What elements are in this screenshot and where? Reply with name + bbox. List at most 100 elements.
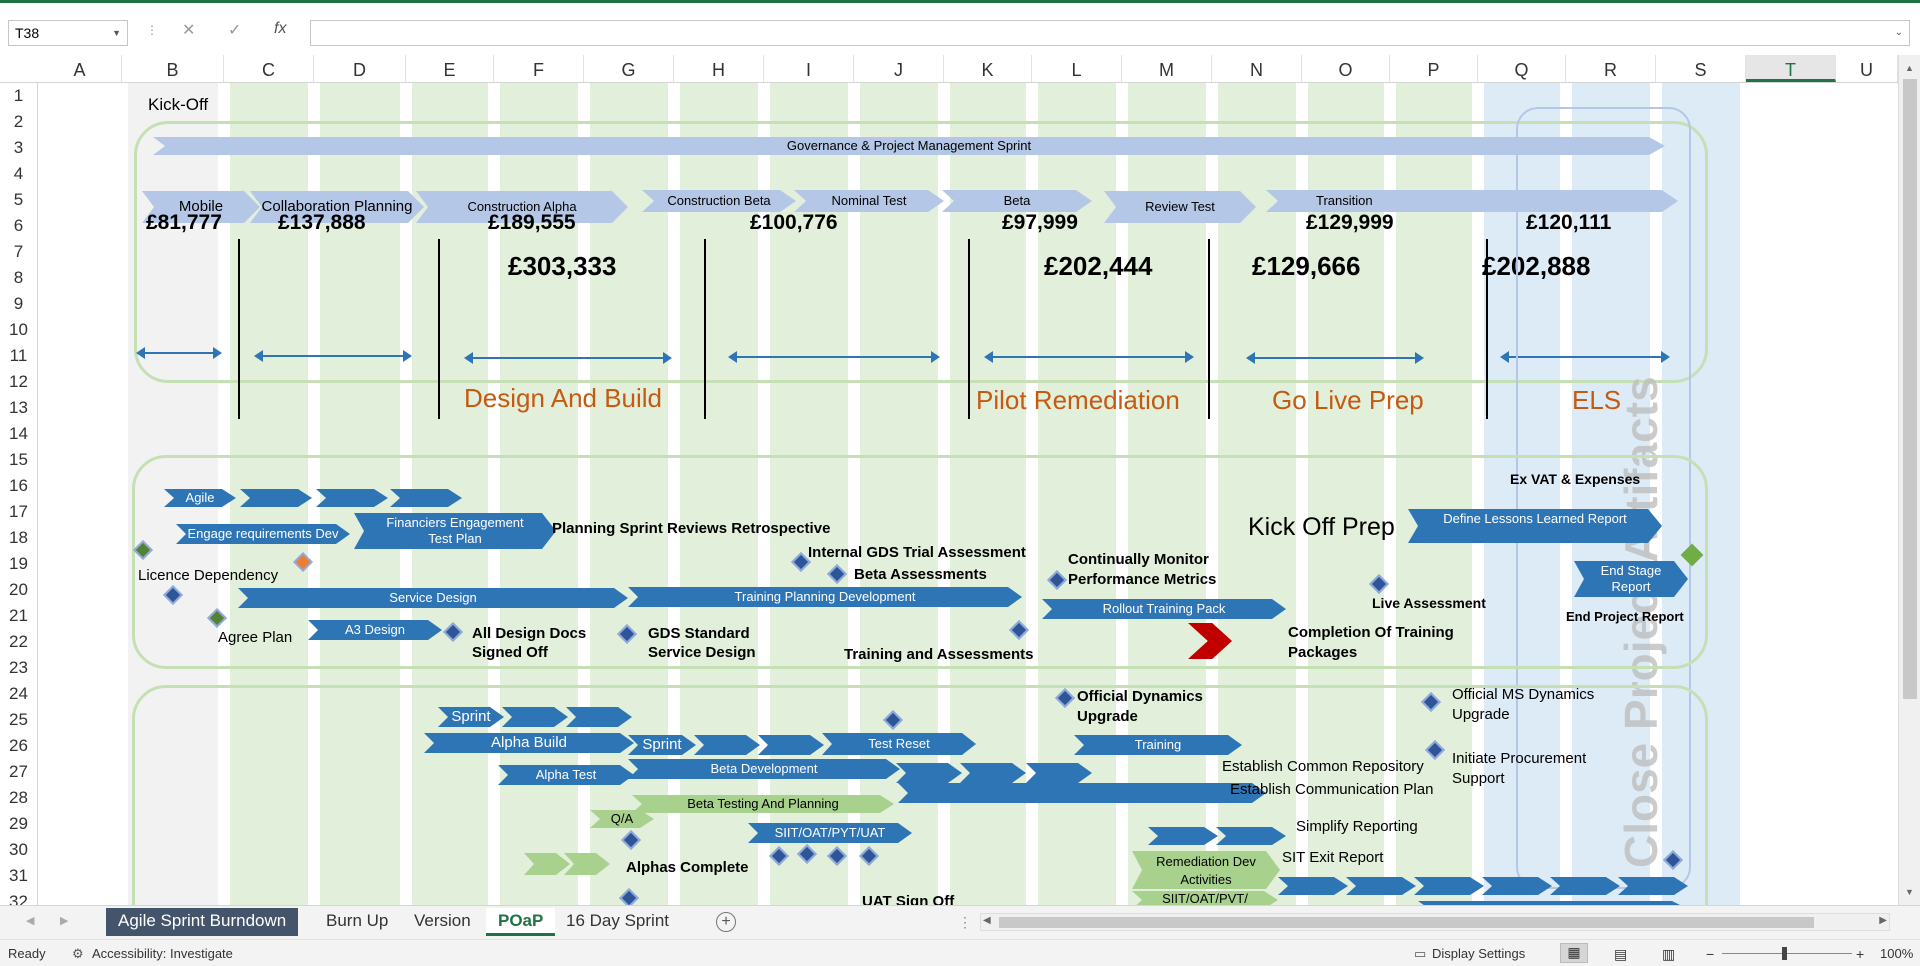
row-header-28[interactable]: 28 bbox=[9, 788, 28, 807]
page-break-icon[interactable]: ▥ bbox=[1662, 946, 1676, 962]
column-header-t[interactable]: T bbox=[1746, 55, 1836, 82]
display-settings[interactable]: Display Settings bbox=[1432, 946, 1526, 961]
column-header-b[interactable]: B bbox=[122, 55, 224, 82]
column-header-d[interactable]: D bbox=[314, 55, 406, 82]
row-header-22[interactable]: 22 bbox=[9, 632, 28, 651]
row-header-7[interactable]: 7 bbox=[13, 242, 24, 261]
column-header-h[interactable]: H bbox=[674, 55, 764, 82]
agile-chevron[interactable] bbox=[316, 489, 388, 507]
sprint-chevron[interactable] bbox=[898, 783, 1266, 803]
row-header-16[interactable]: 16 bbox=[9, 476, 28, 495]
next-sheet-icon[interactable]: ▶ bbox=[60, 915, 69, 927]
row-header-12[interactable]: 12 bbox=[9, 372, 28, 391]
engage-chevron[interactable]: Engage requirements Dev bbox=[176, 524, 350, 544]
service-design-chevron[interactable]: Service Design bbox=[238, 588, 628, 608]
column-header-a[interactable]: A bbox=[38, 55, 122, 82]
training-chevron[interactable]: Training bbox=[1074, 735, 1242, 755]
scroll-up-icon[interactable]: ▲ bbox=[1905, 63, 1914, 73]
row-header-31[interactable]: 31 bbox=[9, 866, 28, 885]
column-header-q[interactable]: Q bbox=[1478, 55, 1566, 82]
row-header-14[interactable]: 14 bbox=[9, 424, 28, 443]
name-box[interactable]: T38 ▼ bbox=[8, 20, 128, 46]
tab-poap[interactable]: POaP bbox=[486, 908, 556, 936]
scroll-down-icon[interactable]: ▼ bbox=[1905, 887, 1914, 897]
row-header-24[interactable]: 24 bbox=[9, 684, 28, 703]
agile-chevron[interactable] bbox=[240, 489, 312, 507]
column-header-s[interactable]: S bbox=[1656, 55, 1746, 82]
phase-nominal-test[interactable]: Nominal Test bbox=[794, 190, 944, 212]
row-header-15[interactable]: 15 bbox=[9, 450, 28, 469]
add-sheet-icon[interactable]: + bbox=[716, 912, 736, 932]
phase-beta[interactable]: Beta bbox=[942, 190, 1092, 212]
phase-transition[interactable]: Transition bbox=[1266, 190, 1678, 212]
sprint-chevron[interactable] bbox=[566, 707, 632, 727]
column-header-k[interactable]: K bbox=[944, 55, 1032, 82]
normal-view-icon[interactable]: ▦ bbox=[1560, 943, 1588, 963]
siit-green-chevron[interactable]: SIIT/OAT/PVT/ bbox=[1132, 891, 1278, 905]
siit-chevron[interactable]: SIIT/OAT/PYT/UAT bbox=[748, 823, 912, 843]
column-header-j[interactable]: J bbox=[854, 55, 944, 82]
green-chevron[interactable] bbox=[524, 853, 570, 875]
sprint-chevron[interactable] bbox=[502, 707, 568, 727]
beta-development-chevron[interactable]: Beta Development bbox=[628, 759, 900, 779]
qa-chevron[interactable]: Q/A bbox=[590, 810, 654, 828]
sprint-chevron[interactable] bbox=[1148, 827, 1218, 845]
governance-chevron[interactable]: Governance & Project Management Sprint bbox=[153, 137, 1665, 155]
beta-testing-chevron[interactable]: Beta Testing And Planning bbox=[632, 795, 894, 813]
training-planning-chevron[interactable]: Training Planning Development bbox=[628, 587, 1022, 607]
select-all-corner[interactable] bbox=[0, 55, 38, 82]
row-header-19[interactable]: 19 bbox=[9, 554, 28, 573]
column-header-f[interactable]: F bbox=[494, 55, 584, 82]
scroll-thumb[interactable] bbox=[999, 917, 1814, 928]
zoom-slider-thumb[interactable] bbox=[1782, 947, 1787, 960]
enter-icon[interactable]: ✓ bbox=[228, 22, 242, 39]
row-header-11[interactable]: 11 bbox=[9, 346, 28, 365]
zoom-out-icon[interactable]: − bbox=[1706, 946, 1715, 962]
cancel-icon[interactable]: ✕ bbox=[182, 22, 196, 39]
zoom-level[interactable]: 100% bbox=[1880, 946, 1914, 961]
agile-chevron[interactable]: Agile bbox=[164, 489, 236, 507]
alpha-test-chevron[interactable]: Alpha Test bbox=[498, 765, 634, 785]
tab-version[interactable]: Version bbox=[414, 911, 471, 930]
horizontal-scrollbar[interactable]: ◀ ▶ bbox=[980, 913, 1890, 931]
expand-formula-icon[interactable]: ⌄ bbox=[1894, 27, 1903, 38]
vertical-scrollbar[interactable]: ▲ ▼ bbox=[1898, 55, 1920, 905]
column-header-n[interactable]: N bbox=[1212, 55, 1302, 82]
row-header-25[interactable]: 25 bbox=[9, 710, 28, 729]
row-header-6[interactable]: 6 bbox=[13, 216, 24, 235]
phase-mobile[interactable]: Mobile bbox=[142, 191, 260, 223]
agile-chevron[interactable] bbox=[390, 489, 462, 507]
row-header-5[interactable]: 5 bbox=[13, 190, 24, 209]
column-header-u[interactable]: U bbox=[1836, 55, 1898, 82]
alpha-build-chevron[interactable]: Alpha Build bbox=[424, 733, 634, 753]
scroll-right-icon[interactable]: ▶ bbox=[1879, 915, 1887, 926]
sprint-chevron[interactable] bbox=[1418, 901, 1686, 905]
remediation-chevron[interactable]: Remediation Dev Activities bbox=[1132, 851, 1280, 889]
scroll-left-icon[interactable]: ◀ bbox=[983, 915, 991, 926]
sprint-chevron[interactable] bbox=[1216, 827, 1286, 845]
end-stage-chevron[interactable]: End Stage Report bbox=[1574, 561, 1688, 597]
phase-review-test[interactable]: Review Test bbox=[1104, 191, 1256, 223]
column-header-g[interactable]: G bbox=[584, 55, 674, 82]
sprint-chevron[interactable] bbox=[1346, 877, 1416, 895]
column-header-c[interactable]: C bbox=[224, 55, 314, 82]
worksheet-grid[interactable]: Kick-Off Governance & Project Management… bbox=[38, 83, 1900, 905]
a3-design-chevron[interactable]: A3 Design bbox=[308, 620, 442, 640]
column-header-l[interactable]: L bbox=[1032, 55, 1122, 82]
sprint-chevron[interactable]: Sprint bbox=[628, 735, 696, 755]
sprint-chevron[interactable] bbox=[694, 735, 760, 755]
tab-16-day-sprint[interactable]: 16 Day Sprint bbox=[566, 911, 669, 930]
column-header-m[interactable]: M bbox=[1122, 55, 1212, 82]
row-header-13[interactable]: 13 bbox=[9, 398, 28, 417]
column-header-r[interactable]: R bbox=[1566, 55, 1656, 82]
row-header-2[interactable]: 2 bbox=[13, 112, 24, 131]
financiers-chevron[interactable]: Financiers Engagement Test Plan bbox=[354, 513, 556, 549]
scroll-thumb[interactable] bbox=[1903, 79, 1917, 699]
row-header-8[interactable]: 8 bbox=[13, 268, 24, 287]
rollout-training-chevron[interactable]: Rollout Training Pack bbox=[1042, 599, 1286, 619]
sprint-chevron[interactable] bbox=[1550, 877, 1620, 895]
phase-collaboration-planning[interactable]: Collaboration Planning bbox=[250, 191, 424, 223]
chevron-down-icon[interactable]: ▼ bbox=[112, 28, 121, 38]
sprint-chevron[interactable] bbox=[960, 763, 1026, 783]
row-header-26[interactable]: 26 bbox=[9, 736, 28, 755]
